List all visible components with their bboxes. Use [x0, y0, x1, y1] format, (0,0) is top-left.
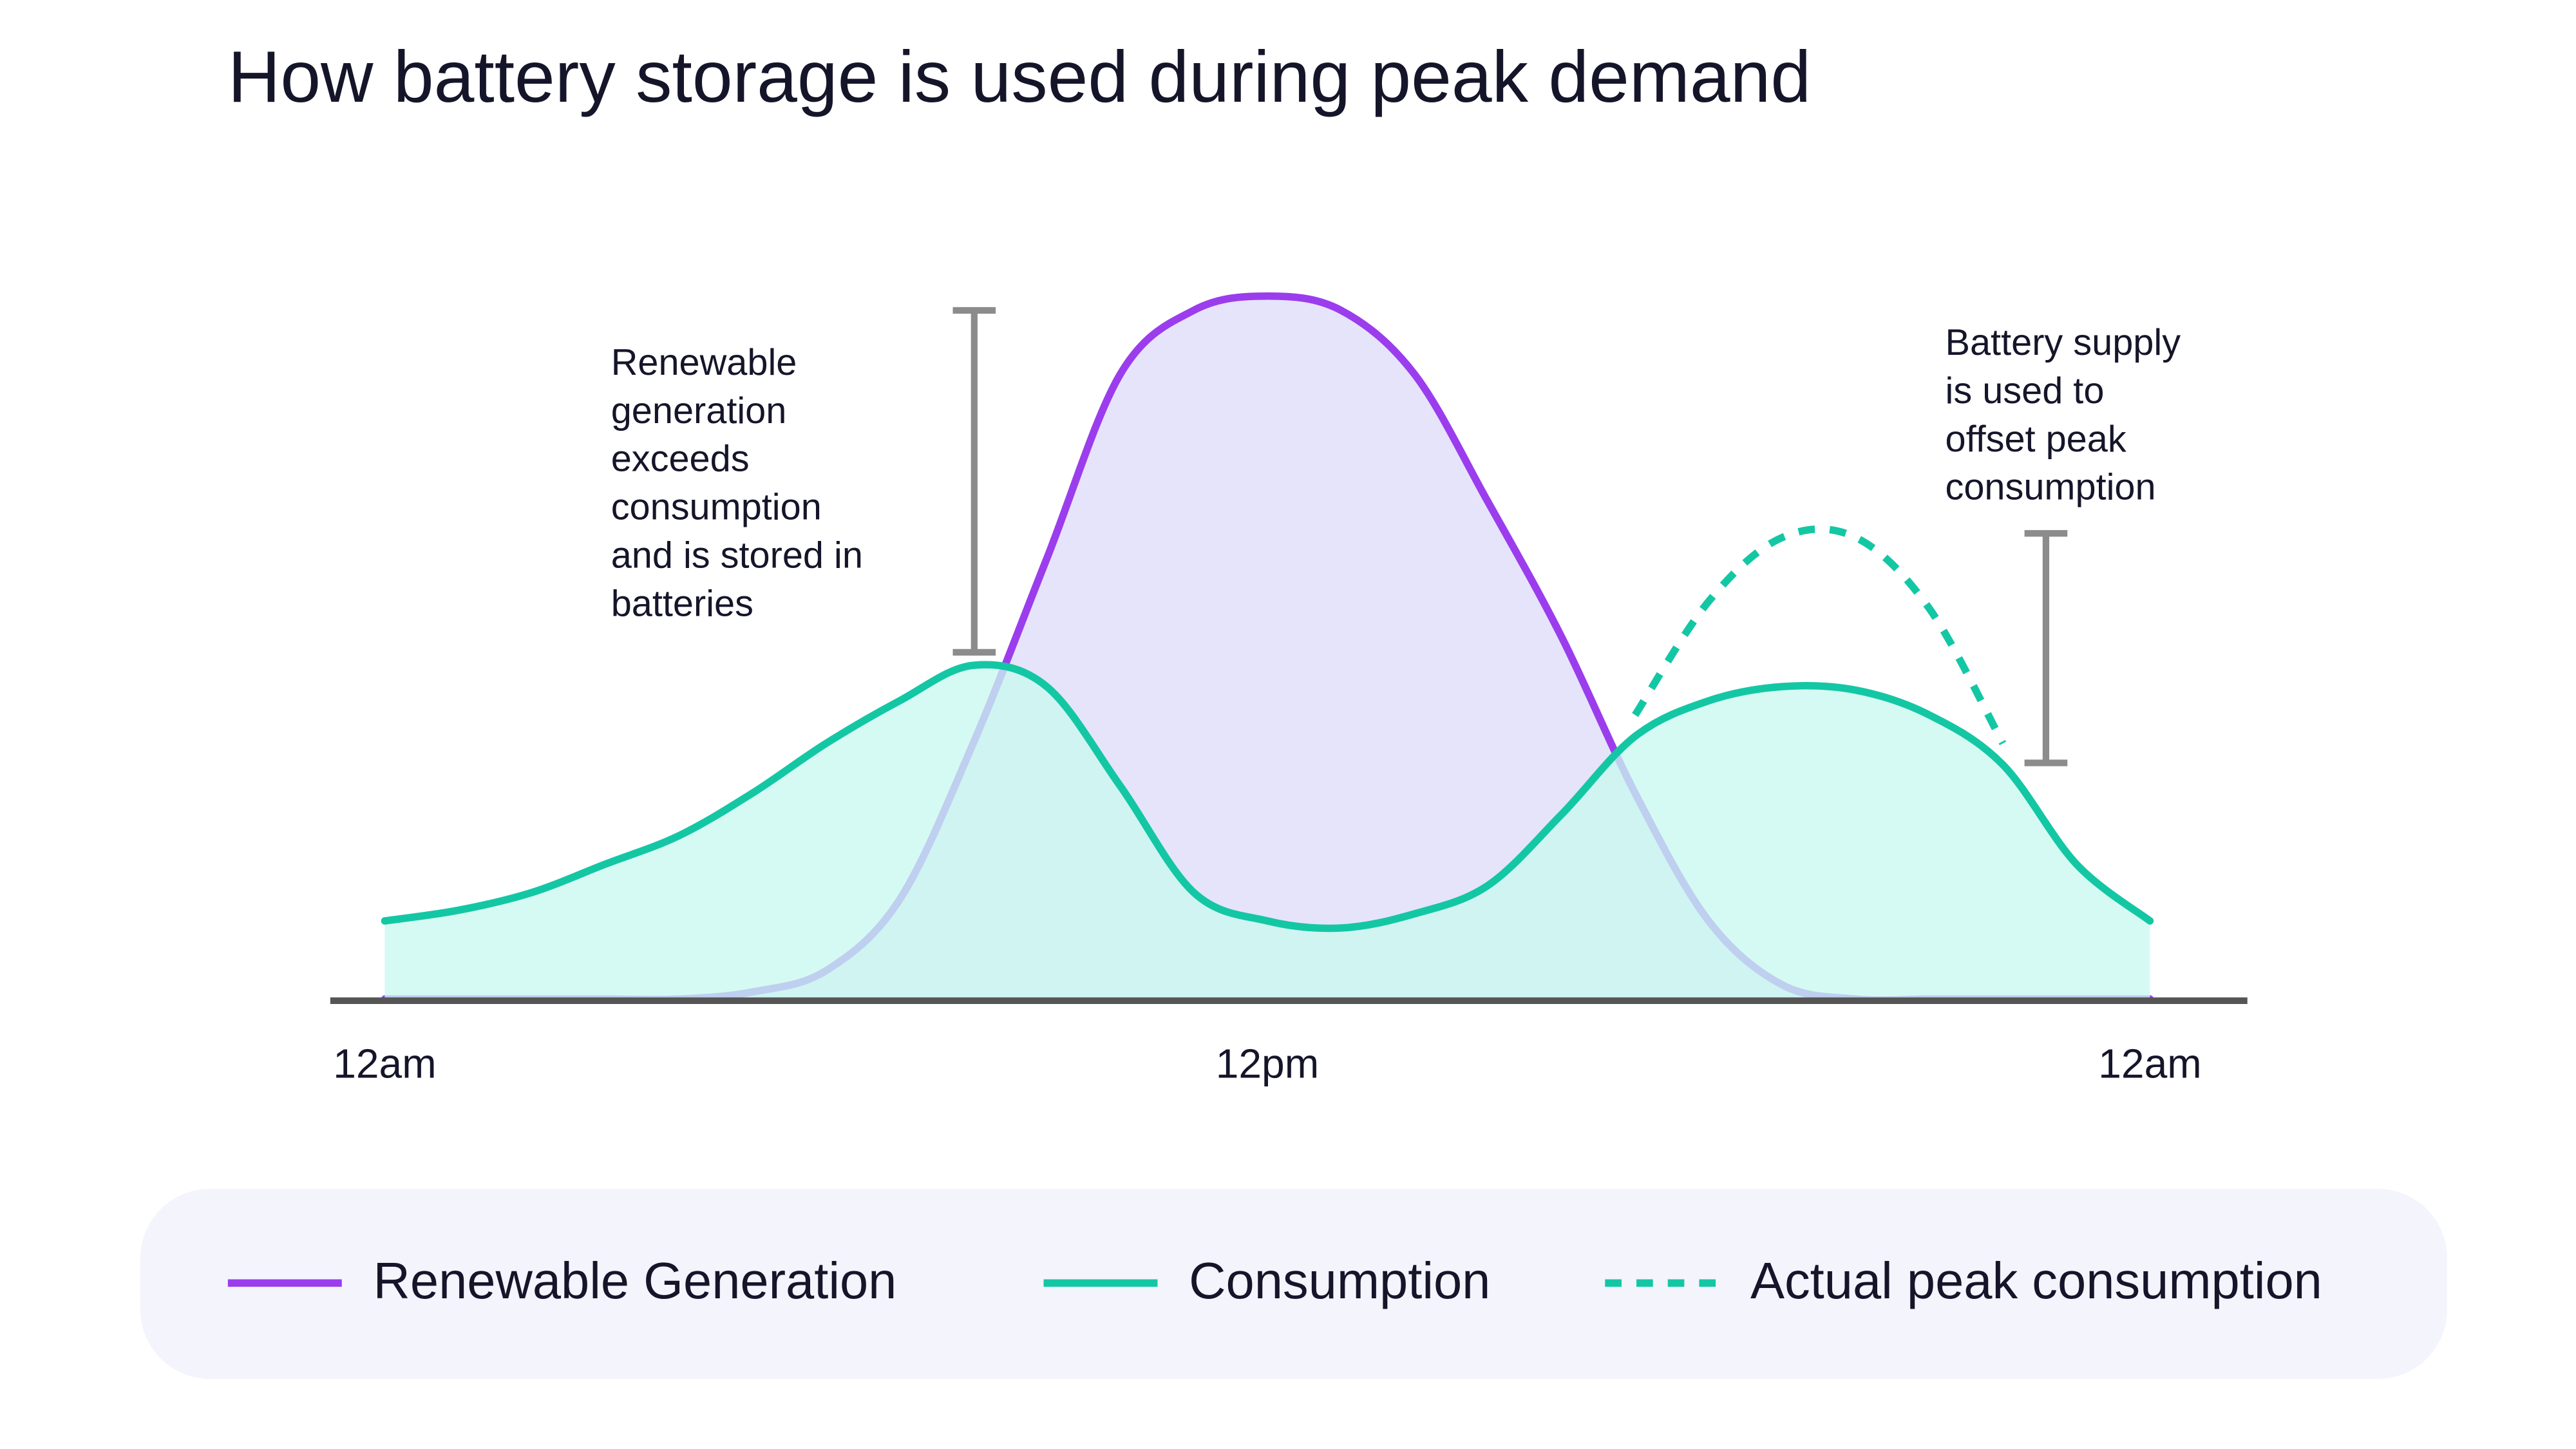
annotation: batteries	[611, 583, 753, 624]
legend-label: Actual peak consumption	[1750, 1252, 2322, 1309]
annotation: offset peak	[1946, 419, 2126, 460]
legend-label: Consumption	[1189, 1252, 1490, 1309]
annotation: consumption	[1946, 467, 2156, 508]
annotation: Battery supply	[1946, 322, 2181, 363]
plot-area	[381, 292, 2154, 1004]
area	[384, 665, 2150, 999]
annotation: exceeds	[611, 439, 750, 480]
x-tick-label: 12am	[2098, 1040, 2201, 1086]
annotation: consumption	[611, 487, 822, 528]
legend-label: Renewable Generation	[373, 1252, 896, 1309]
annotation: is used to	[1946, 370, 2105, 412]
legend: Renewable Generation Consumption Actual pe…	[227, 1252, 2322, 1309]
x-tick-label: 12am	[333, 1040, 436, 1086]
annotation: Renewable	[611, 342, 797, 383]
line	[381, 661, 2154, 933]
annotation: generation	[611, 390, 787, 431]
area	[384, 296, 2150, 1000]
brackets	[952, 307, 2068, 766]
line	[1632, 525, 2007, 746]
x-tick-label: 12pm	[1216, 1040, 1319, 1086]
chart-title: How battery storage is used during peak …	[228, 36, 1811, 117]
legend-box	[140, 1189, 2447, 1379]
annotation: and is stored in	[611, 535, 863, 576]
